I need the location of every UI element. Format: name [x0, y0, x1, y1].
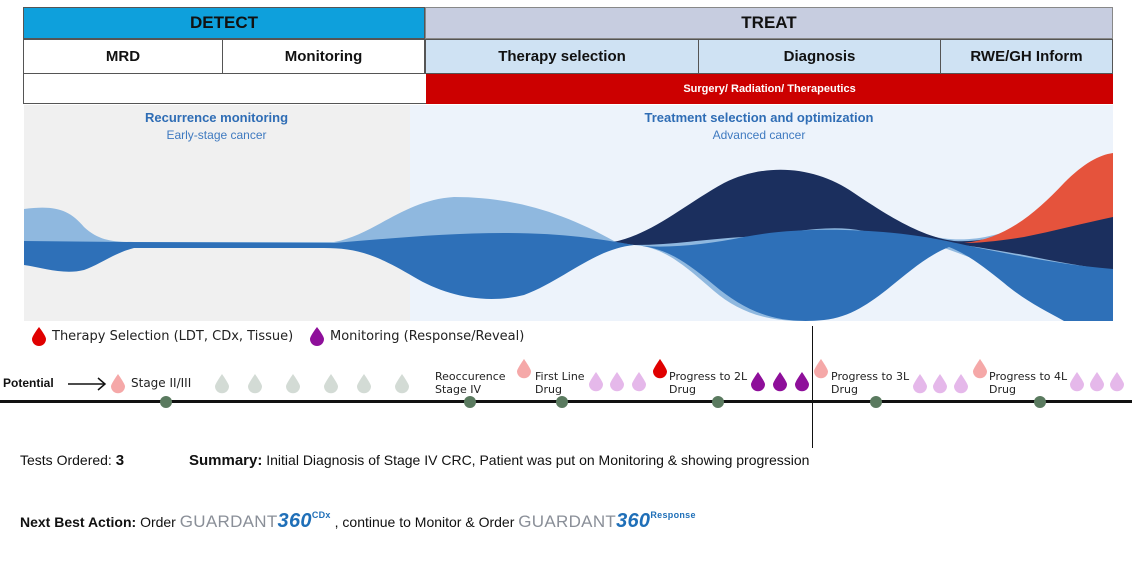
monitoring-drop-legend-icon [310, 327, 324, 346]
timeline-drop-icon [111, 374, 125, 394]
treat-header: TREAT [425, 7, 1113, 39]
timeline-node [556, 396, 568, 408]
timeline-drop-icon [610, 372, 624, 392]
timeline-drop-icon [795, 372, 809, 392]
advanced-cancer-label: Advanced cancer [712, 128, 806, 142]
stream-red-band [964, 153, 1113, 243]
timeline-drop-icon [324, 374, 338, 394]
timeline-drop-icon [1070, 372, 1084, 392]
nba-mid-text: , continue to Monitor & Order [334, 513, 515, 530]
stream-graphic: Recurrence monitoring Early-stage cancer… [24, 105, 1113, 321]
monitoring-legend: Monitoring (Response/Reveal) [330, 329, 525, 344]
timeline-drop-icon [517, 359, 531, 379]
stream-mid-band [24, 229, 1113, 321]
stream-dark-band [614, 169, 1113, 270]
timeline-drop-icon [632, 372, 646, 392]
timeline-node [464, 396, 476, 408]
stage-2-3-label: Stage II/III [131, 376, 192, 390]
current-time-marker [812, 326, 813, 448]
timeline-drop-icon [357, 374, 371, 394]
first-line-drug-label: First Line Drug [535, 370, 585, 396]
rwe-gh-inform-header: RWE/GH Inform [940, 39, 1113, 74]
reoccurence-stage4-label: Reoccurence Stage IV [435, 370, 506, 396]
guardant-360-response-logo: GUARDANT360Response [518, 510, 696, 532]
potential-label: Potential [3, 376, 54, 390]
early-stage-label: Early-stage cancer [166, 128, 267, 142]
blank-row [23, 74, 426, 104]
timeline-drop-icon [248, 374, 262, 394]
monitoring-header: Monitoring [222, 39, 425, 74]
timeline-drop-icon [913, 374, 927, 394]
progress-2l-label: Progress to 2L Drug [669, 370, 748, 396]
mrd-header: MRD [23, 39, 223, 74]
timeline-drop-icon [954, 374, 969, 394]
timeline-drop-icon [589, 372, 603, 392]
therapy-selection-header: Therapy selection [425, 39, 699, 74]
guardant-360-cdx-logo: GUARDANT360CDx [179, 510, 331, 532]
nba-label: Next Best Action: [20, 513, 137, 530]
timeline-node [160, 396, 172, 408]
surgery-radiation-bar: Surgery/ Radiation/ Therapeutics [426, 74, 1113, 104]
timeline-drop-icon [751, 372, 765, 392]
timeline-drop-icon [286, 374, 300, 394]
summary: Summary: Initial Diagnosis of Stage IV C… [189, 452, 809, 469]
timeline-drop-icon [773, 372, 787, 392]
timeline-drop-icon [973, 359, 987, 379]
treatment-selection-title: Treatment selection and optimization [644, 110, 874, 125]
stream-svg [24, 105, 1113, 321]
timeline-node [712, 396, 724, 408]
recurrence-monitoring-title: Recurrence monitoring [144, 110, 289, 125]
summary-text: Initial Diagnosis of Stage IV CRC, Patie… [266, 452, 810, 468]
detect-header: DETECT [23, 7, 425, 39]
timeline-node [870, 396, 882, 408]
next-best-action: Next Best Action: Order GUARDANT360CDx ,… [20, 510, 696, 533]
tests-ordered: Tests Ordered: 3 [20, 452, 125, 469]
timeline-drop-icon [395, 374, 409, 394]
arrow-right-icon [68, 377, 107, 391]
diagnosis-header: Diagnosis [698, 39, 941, 74]
timeline-drop-icon [1110, 372, 1124, 392]
timeline-markers [111, 359, 1124, 408]
timeline-drop-icon [653, 359, 667, 379]
progress-3l-label: Progress to 3L Drug [831, 370, 910, 396]
progress-4l-label: Progress to 4L Drug [989, 370, 1068, 396]
timeline-drop-icon [933, 374, 947, 394]
therapy-selection-legend: Therapy Selection (LDT, CDx, Tissue) [52, 329, 294, 344]
timeline-drop-icon [215, 374, 229, 394]
therapy-drop-legend-icon [32, 327, 46, 346]
timeline-node [1034, 396, 1046, 408]
nba-order: Order [140, 513, 176, 530]
timeline-drop-icon [1090, 372, 1104, 392]
timeline-drop-icon [814, 359, 828, 379]
stream-bg-left [24, 105, 410, 321]
summary-label: Summary: [189, 452, 263, 469]
tests-ordered-count: 3 [115, 452, 125, 469]
